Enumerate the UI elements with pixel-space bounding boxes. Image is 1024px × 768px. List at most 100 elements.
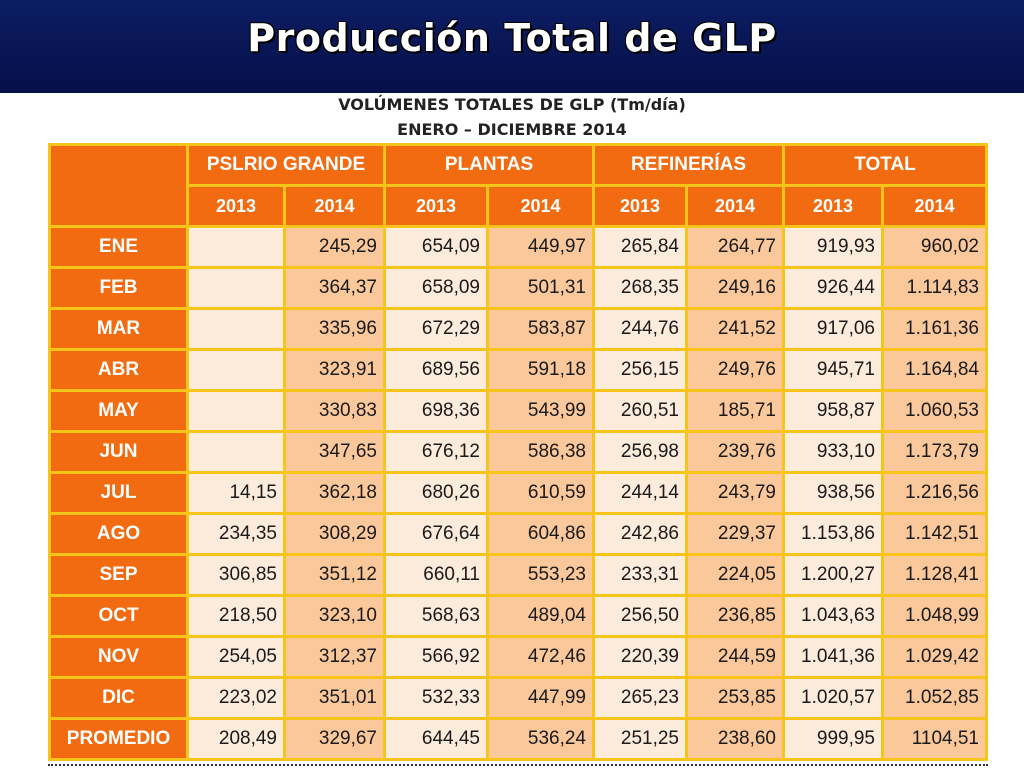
- cropped-footnote: [48, 764, 988, 768]
- value-cell: 14,15: [189, 474, 283, 512]
- value-cell: 220,39: [595, 638, 685, 676]
- table-row: FEB 364,37 658,09 501,31 268,35 249,16 926,44 1…: [51, 269, 985, 307]
- value-cell: 364,37: [286, 269, 383, 307]
- group-header-total: TOTAL: [785, 146, 985, 184]
- value-cell: 586,38: [489, 433, 592, 471]
- value-cell: 676,64: [386, 515, 486, 553]
- value-cell: 253,85: [688, 679, 782, 717]
- value-cell: 1.200,27: [785, 556, 881, 594]
- title-bar: Producción Total de GLP: [0, 0, 1024, 93]
- value-cell: [189, 269, 283, 307]
- value-cell: 251,25: [595, 720, 685, 758]
- value-cell: 1.216,56: [884, 474, 985, 512]
- value-cell: 347,65: [286, 433, 383, 471]
- row-label: OCT: [51, 597, 186, 635]
- value-cell: 1.052,85: [884, 679, 985, 717]
- value-cell: 249,76: [688, 351, 782, 389]
- value-cell: 218,50: [189, 597, 283, 635]
- value-cell: 568,63: [386, 597, 486, 635]
- year-header: 2013: [595, 187, 685, 225]
- value-cell: 919,93: [785, 228, 881, 266]
- value-cell: 244,14: [595, 474, 685, 512]
- table-row: NOV 254,05 312,37 566,92 472,46 220,39 244,59 1…: [51, 638, 985, 676]
- value-cell: 938,56: [785, 474, 881, 512]
- value-cell: 264,77: [688, 228, 782, 266]
- value-cell: [189, 392, 283, 430]
- row-label: PROMEDIO: [51, 720, 186, 758]
- value-cell: 306,85: [189, 556, 283, 594]
- value-cell: 1.173,79: [884, 433, 985, 471]
- value-cell: 1.153,86: [785, 515, 881, 553]
- value-cell: 660,11: [386, 556, 486, 594]
- value-cell: 960,02: [884, 228, 985, 266]
- value-cell: 323,91: [286, 351, 383, 389]
- value-cell: 644,45: [386, 720, 486, 758]
- value-cell: 591,18: [489, 351, 592, 389]
- value-cell: 351,01: [286, 679, 383, 717]
- value-cell: 1.161,36: [884, 310, 985, 348]
- value-cell: 536,24: [489, 720, 592, 758]
- value-cell: 239,76: [688, 433, 782, 471]
- value-cell: 260,51: [595, 392, 685, 430]
- value-cell: [189, 228, 283, 266]
- row-label: NOV: [51, 638, 186, 676]
- value-cell: 224,05: [688, 556, 782, 594]
- row-label: SEP: [51, 556, 186, 594]
- table-row: AGO 234,35 308,29 676,64 604,86 242,86 229,37 1…: [51, 515, 985, 553]
- value-cell: 999,95: [785, 720, 881, 758]
- value-cell: 698,36: [386, 392, 486, 430]
- value-cell: 532,33: [386, 679, 486, 717]
- value-cell: 501,31: [489, 269, 592, 307]
- row-label: FEB: [51, 269, 186, 307]
- group-header-pslrio-grande: PSLRIO GRANDE: [189, 146, 383, 184]
- value-cell: 1.020,57: [785, 679, 881, 717]
- value-cell: 312,37: [286, 638, 383, 676]
- value-cell: 917,06: [785, 310, 881, 348]
- table-row: JUL 14,15 362,18 680,26 610,59 244,14 243,79 93…: [51, 474, 985, 512]
- value-cell: 1104,51: [884, 720, 985, 758]
- value-cell: 256,15: [595, 351, 685, 389]
- value-cell: 1.114,83: [884, 269, 985, 307]
- row-label: DIC: [51, 679, 186, 717]
- value-cell: 238,60: [688, 720, 782, 758]
- value-cell: 676,12: [386, 433, 486, 471]
- value-cell: 658,09: [386, 269, 486, 307]
- value-cell: 265,23: [595, 679, 685, 717]
- row-label: ENE: [51, 228, 186, 266]
- row-label: JUN: [51, 433, 186, 471]
- value-cell: 566,92: [386, 638, 486, 676]
- value-cell: 254,05: [189, 638, 283, 676]
- row-label: ABR: [51, 351, 186, 389]
- table-row: OCT 218,50 323,10 568,63 489,04 256,50 236,85 1…: [51, 597, 985, 635]
- group-header-plantas: PLANTAS: [386, 146, 592, 184]
- value-cell: 241,52: [688, 310, 782, 348]
- table-body: ENE 245,29 654,09 449,97 265,84 264,77 919,93 9…: [51, 228, 985, 758]
- value-cell: 1.043,63: [785, 597, 881, 635]
- year-header: 2013: [189, 187, 283, 225]
- table-row: MAY 330,83 698,36 543,99 260,51 185,71 958,87 1…: [51, 392, 985, 430]
- table-row: JUN 347,65 676,12 586,38 256,98 239,76 933,10 1…: [51, 433, 985, 471]
- year-header: 2013: [386, 187, 486, 225]
- value-cell: 236,85: [688, 597, 782, 635]
- value-cell: [189, 433, 283, 471]
- row-label: AGO: [51, 515, 186, 553]
- value-cell: 926,44: [785, 269, 881, 307]
- value-cell: 244,76: [595, 310, 685, 348]
- slide-title: Producción Total de GLP: [247, 16, 777, 60]
- value-cell: 680,26: [386, 474, 486, 512]
- value-cell: 242,86: [595, 515, 685, 553]
- value-cell: 256,50: [595, 597, 685, 635]
- corner-cell: [51, 146, 186, 225]
- value-cell: 610,59: [489, 474, 592, 512]
- value-cell: 489,04: [489, 597, 592, 635]
- value-cell: 244,59: [688, 638, 782, 676]
- value-cell: 1.142,51: [884, 515, 985, 553]
- value-cell: 449,97: [489, 228, 592, 266]
- value-cell: 329,67: [286, 720, 383, 758]
- value-cell: 958,87: [785, 392, 881, 430]
- table-row: ABR 323,91 689,56 591,18 256,15 249,76 945,71 1…: [51, 351, 985, 389]
- value-cell: 654,09: [386, 228, 486, 266]
- value-cell: 1.041,36: [785, 638, 881, 676]
- value-cell: 472,46: [489, 638, 592, 676]
- value-cell: 229,37: [688, 515, 782, 553]
